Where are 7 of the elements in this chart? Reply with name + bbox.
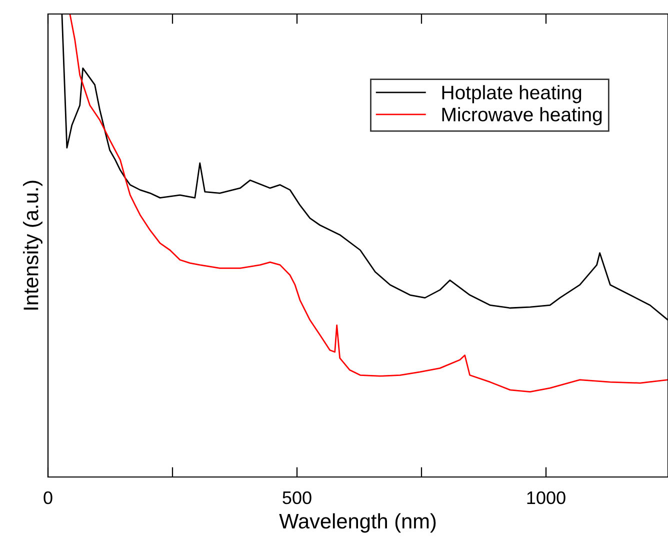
- y-axis-title: Intensity (a.u.): [23, 180, 42, 310]
- x-axis-title: Wavelength (nm): [279, 513, 436, 533]
- x-tick-label: 0: [44, 491, 52, 504]
- x-tick-label: 1000: [527, 491, 566, 504]
- legend-label: Microwave heating: [442, 107, 602, 126]
- x-tick-label: 500: [282, 491, 312, 504]
- legend-label: Hotplate heating: [442, 85, 582, 104]
